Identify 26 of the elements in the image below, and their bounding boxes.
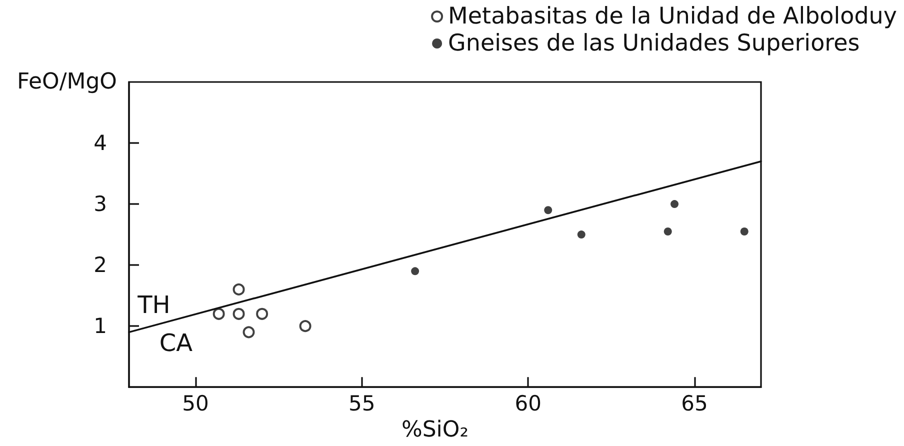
point: [411, 267, 420, 276]
point: [664, 228, 672, 236]
point: [299, 320, 312, 332]
x-tick-label: 55: [348, 392, 376, 416]
x-tick-label: 65: [681, 392, 708, 416]
legend-label: Gneises de las Unidades Superiores: [448, 30, 860, 56]
point: [544, 206, 552, 214]
y-tick-label: 3: [94, 192, 107, 216]
annotation: TH: [136, 291, 170, 320]
y-tick-label: 2: [94, 253, 107, 278]
point: [670, 200, 679, 208]
x-axis-title: %SiO₂: [401, 418, 469, 442]
annotation: CA: [159, 329, 194, 358]
point: [740, 228, 748, 236]
y-tick-label: 4: [94, 131, 107, 156]
legend-label: Metabasitas de la Unidad de Alboloduy: [448, 4, 898, 30]
point: [577, 230, 586, 239]
y-axis-title: FeO/MgO: [17, 70, 117, 94]
point: [242, 326, 255, 338]
point: [256, 308, 268, 320]
point: [232, 308, 245, 320]
point: [232, 283, 245, 296]
y-tick-label: 1: [94, 314, 107, 338]
point: [212, 308, 225, 320]
x-tick-label: 50: [182, 392, 209, 416]
x-tick-label: 60: [514, 392, 542, 416]
